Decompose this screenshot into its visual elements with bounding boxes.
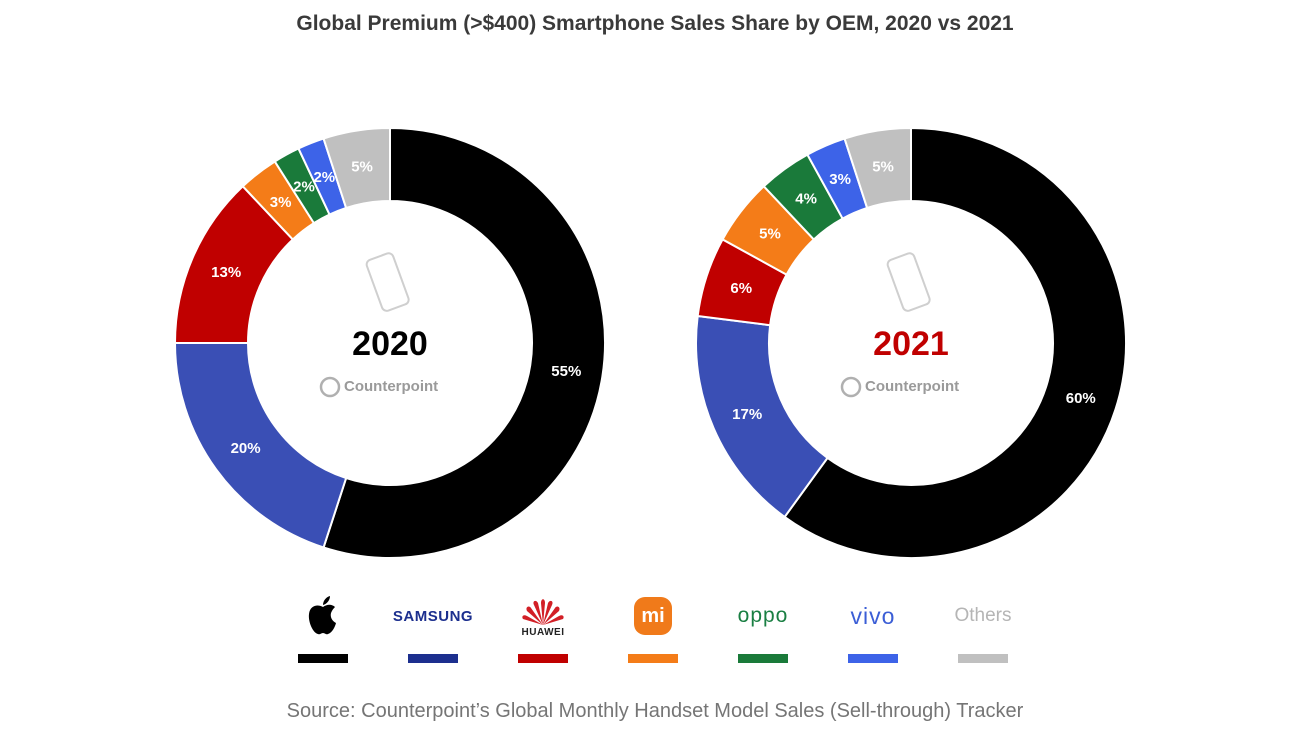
slice-2020-samsung (173, 342, 348, 549)
legend-item-samsung: SAMSUNG (373, 590, 493, 666)
slice-2021-others (843, 126, 912, 210)
legend-item-apple (263, 590, 383, 666)
slice-label-2021-others: 5% (872, 159, 894, 176)
legend-item-vivo: vivo (813, 590, 933, 666)
source-note: Source: Counterpoint’s Global Monthly Ha… (286, 700, 1024, 722)
slice-2020-apple (322, 126, 606, 559)
slice-label-2020-vivo: 2% (313, 169, 335, 186)
watermark-text: Counterpoint (344, 378, 438, 395)
slice-label-2020-samsung: 20% (231, 440, 261, 457)
year-label-2020: 2020 (352, 325, 428, 363)
slice-label-2021-xiaomi: 5% (759, 226, 781, 243)
phone-outline-icon (365, 252, 410, 312)
legend-item-oppo: oppo (703, 590, 823, 666)
huawei-petal-icon (522, 598, 564, 625)
counterpoint-watermark: Counterpoint (840, 376, 959, 398)
xiaomi-logo: mi (634, 597, 672, 635)
slice-label-2021-apple: 60% (1066, 390, 1096, 407)
legend-swatch-apple (298, 654, 348, 663)
chart-title: Global Premium (>$400) Smartphone Sales … (296, 12, 1014, 35)
slice-label-2021-oppo: 4% (795, 191, 817, 208)
slice-2021-apple (783, 126, 1127, 559)
others-label: Others (954, 605, 1012, 626)
counterpoint-watermark: Counterpoint (319, 376, 438, 398)
vivo-logo: vivo (850, 602, 896, 629)
apple-logo-icon (263, 590, 383, 642)
legend: SAMSUNG HUAWEI (0, 590, 1310, 670)
huawei-logo-text: HUAWEI (521, 626, 565, 638)
slice-label-2021-samsung: 17% (732, 406, 762, 423)
year-label-2021: 2021 (873, 325, 949, 363)
legend-swatch-vivo (848, 654, 898, 663)
legend-item-others: Others (923, 590, 1043, 666)
watermark-text: Counterpoint (865, 378, 959, 395)
slice-2020-others (322, 126, 391, 210)
slice-label-2020-oppo: 2% (293, 179, 315, 196)
legend-swatch-oppo (738, 654, 788, 663)
legend-swatch-samsung (408, 654, 458, 663)
donut-chart-2021: 60% 17% 6% 5% 4% 3% 5% 2021 Counterpoint (695, 126, 1127, 559)
legend-item-xiaomi: mi (593, 590, 713, 666)
legend-swatch-others (958, 654, 1008, 663)
slice-label-2021-vivo: 3% (829, 171, 851, 188)
slice-label-2020-others: 5% (351, 159, 373, 176)
slice-label-2020-apple: 55% (551, 363, 581, 380)
slice-label-2020-huawei: 13% (211, 264, 241, 281)
slice-label-2021-huawei: 6% (730, 280, 752, 297)
legend-swatch-huawei (518, 654, 568, 663)
legend-item-huawei: HUAWEI (483, 590, 603, 666)
legend-swatch-xiaomi (628, 654, 678, 663)
slice-label-2020-xiaomi: 3% (270, 194, 292, 211)
oppo-logo: oppo (737, 604, 789, 627)
samsung-logo: SAMSUNG (392, 607, 474, 625)
phone-outline-icon (886, 252, 931, 312)
